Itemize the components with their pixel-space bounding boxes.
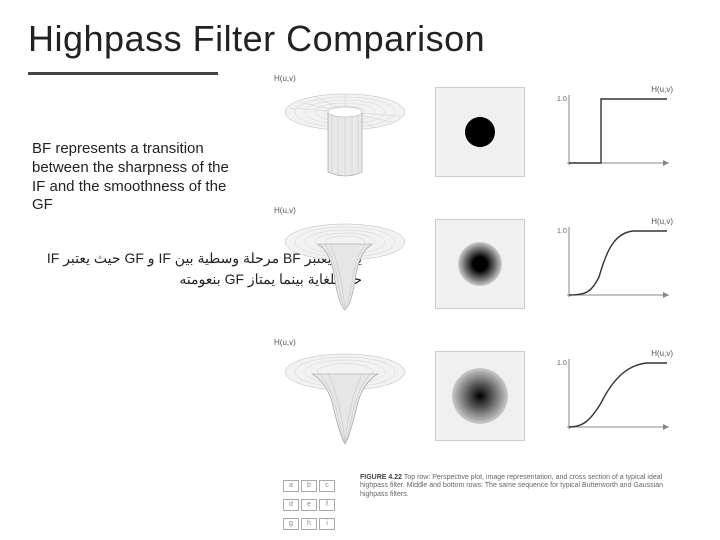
subfigure-key: abc def ghi xyxy=(282,474,342,531)
perspective-plot-gaussian: H(u,v) xyxy=(270,336,420,456)
ytick-1: 1.0 xyxy=(557,96,567,103)
figure-caption-text: Top row: Perspective plot, image represe… xyxy=(360,474,663,498)
figure: H(u,v) H(u,v) 1.0 xyxy=(270,72,690,508)
figure-caption: FIGURE 4.22 Top row: Perspective plot, i… xyxy=(360,474,680,499)
cross-section-gaussian: H(u,v) 1.0 xyxy=(545,336,685,456)
spot-butterworth xyxy=(458,242,502,286)
axis-label: H(u,v) xyxy=(274,338,296,347)
svg-text:1.0: 1.0 xyxy=(557,228,567,235)
cross-section-ideal: H(u,v) 1.0 xyxy=(545,72,685,192)
curve-ideal xyxy=(569,99,667,163)
figure-row-gaussian: H(u,v) H(u,v) 1.0 xyxy=(270,336,690,468)
axis-label: H(u,v) xyxy=(274,74,296,83)
page-title: Highpass Filter Comparison xyxy=(28,18,692,60)
slide: Highpass Filter Comparison BF represents… xyxy=(0,0,720,540)
image-rep-ideal xyxy=(420,72,540,192)
axis-label: H(u,v) xyxy=(274,206,296,215)
figure-row-butterworth: H(u,v) H(u,v) 1.0 xyxy=(270,204,690,336)
title-underline xyxy=(28,72,218,75)
image-rep-butterworth xyxy=(420,204,540,324)
image-rep-gaussian xyxy=(420,336,540,456)
spot-ideal xyxy=(465,117,495,147)
curve-butterworth xyxy=(569,231,667,295)
svg-text:1.0: 1.0 xyxy=(557,360,567,367)
cross-section-butterworth: H(u,v) 1.0 xyxy=(545,204,685,324)
figure-row-ideal: H(u,v) H(u,v) 1.0 xyxy=(270,72,690,204)
figure-number: FIGURE 4.22 xyxy=(360,474,402,481)
curve-gaussian xyxy=(569,363,667,427)
perspective-plot-butterworth: H(u,v) xyxy=(270,204,420,324)
perspective-plot-ideal: H(u,v) xyxy=(270,72,420,192)
spot-gaussian xyxy=(452,368,508,424)
description-en: BF represents a transition between the s… xyxy=(32,140,242,215)
